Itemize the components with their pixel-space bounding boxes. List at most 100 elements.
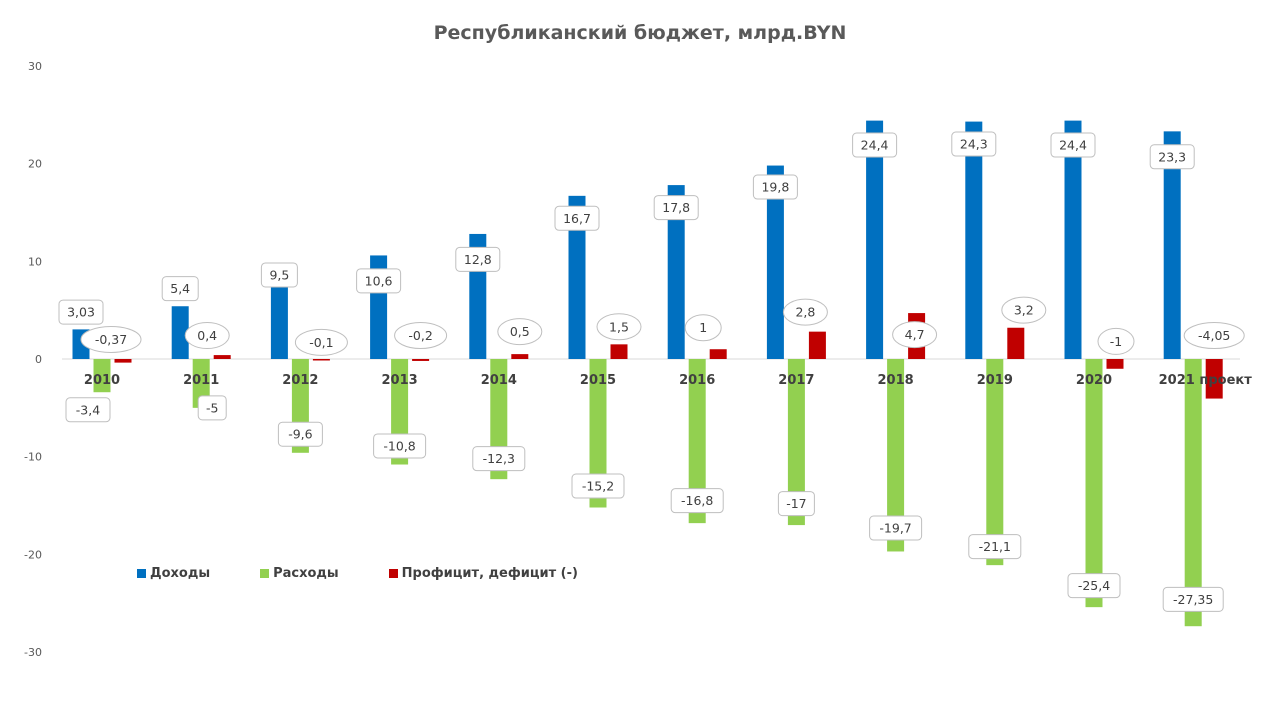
bar-balance <box>412 359 430 361</box>
data-label-expenses: -12,3 <box>483 451 515 466</box>
data-label-income-box <box>1050 132 1096 158</box>
bar-expenses <box>589 359 607 508</box>
data-label-balance: 0,5 <box>510 324 530 339</box>
data-label-expenses-box <box>472 446 526 472</box>
data-label-expenses: -10,8 <box>383 438 415 453</box>
bar-income <box>965 121 983 360</box>
data-label-income-box <box>852 132 898 158</box>
data-label-expenses: -16,8 <box>681 493 713 508</box>
y-tick-label: 20 <box>28 158 42 171</box>
category-label: 2020 <box>1076 373 1112 388</box>
data-label-balance-callout <box>596 313 642 341</box>
legend: Доходы Расходы Профицит, дефицит (-) <box>137 566 628 581</box>
category-label: 2019 <box>977 373 1013 388</box>
data-label-income-box <box>260 262 298 288</box>
data-label-expenses: -25,4 <box>1078 578 1110 593</box>
data-label-expenses: -15,2 <box>582 479 614 494</box>
data-label-balance-callout <box>80 325 142 353</box>
data-label-balance: 3,2 <box>1014 303 1034 318</box>
data-label-balance-callout <box>497 318 543 346</box>
data-label-income: 3,03 <box>67 305 95 320</box>
chart-title: Республиканский бюджет, млрд.BYN <box>433 22 847 44</box>
bar-income <box>171 306 189 359</box>
bar-income <box>568 195 586 359</box>
data-label-balance-callout <box>1001 296 1047 324</box>
data-label-income-box <box>161 276 199 302</box>
data-label-expenses: -27,35 <box>1173 592 1213 607</box>
bar-expenses <box>986 359 1004 566</box>
bar-expenses <box>688 359 706 524</box>
data-label-balance: 1 <box>699 320 707 335</box>
data-label-income: 24,3 <box>960 137 988 152</box>
bar-balance <box>213 355 231 359</box>
category-label: 2018 <box>878 373 914 388</box>
legend-swatch-balance <box>388 569 398 578</box>
data-label-balance-callout <box>294 328 348 356</box>
bar-expenses <box>1085 359 1103 608</box>
data-label-expenses-box <box>373 433 427 459</box>
data-label-income-box <box>752 174 798 200</box>
category-label: 2014 <box>481 373 517 388</box>
legend-swatch-income <box>137 569 146 578</box>
data-label-expenses: -19,7 <box>879 521 911 536</box>
data-label-income: 19,8 <box>761 180 789 195</box>
bar-income <box>766 165 784 359</box>
data-label-income: 10,6 <box>365 273 393 288</box>
category-label: 2012 <box>282 373 318 388</box>
y-axis: 30 20 10 0 -10 -20 -30 <box>24 60 42 659</box>
legend-item-balance: Профицит, дефицит (-) <box>388 566 578 581</box>
bar-expenses <box>1184 359 1202 627</box>
bar-balance <box>1106 359 1124 369</box>
y-tick-label: -20 <box>24 548 42 561</box>
y-tick-label: 0 <box>35 353 42 366</box>
legend-label-expenses: Расходы <box>273 566 339 581</box>
y-tick-label: 10 <box>28 255 42 268</box>
legend-item-income: Доходы <box>137 566 210 581</box>
y-tick-label: -30 <box>24 646 42 659</box>
bar-balance <box>114 359 132 363</box>
bar-income <box>866 120 884 359</box>
data-label-income: 5,4 <box>170 281 190 296</box>
legend-label-income: Доходы <box>150 566 211 581</box>
bar-expenses <box>787 359 805 526</box>
bar-income <box>1163 131 1181 359</box>
y-tick-label: 30 <box>28 60 42 73</box>
bar-balance <box>808 331 826 359</box>
data-label-expenses: -9,6 <box>288 427 312 442</box>
data-label-expenses: -3,4 <box>76 402 100 417</box>
data-label-expenses-box <box>1162 586 1224 612</box>
bar-balance <box>312 359 330 361</box>
data-label-balance: 2,8 <box>795 305 815 320</box>
data-label-income: 12,8 <box>464 252 492 267</box>
bar-income <box>667 185 685 359</box>
data-label-income-box <box>58 299 104 325</box>
bar-expenses <box>887 359 905 552</box>
data-label-balance: 0,4 <box>197 328 217 343</box>
data-label-expenses-box <box>65 397 111 423</box>
data-label-income: 9,5 <box>269 267 289 282</box>
data-labels: 3,035,49,5 10,612,816,717,819,824,4 24,3 24… <box>58 131 1245 612</box>
data-label-expenses-box <box>1067 573 1121 599</box>
bar-expenses <box>93 359 111 393</box>
data-label-income-box <box>554 205 600 231</box>
data-label-expenses-box <box>869 515 923 541</box>
data-label-income-box <box>951 131 997 157</box>
category-label: 2015 <box>580 373 616 388</box>
data-label-balance-callout <box>184 322 230 350</box>
legend-swatch-expenses <box>260 569 270 578</box>
category-label: 2010 <box>84 373 120 388</box>
data-label-expenses-box <box>197 395 227 421</box>
bar-balance <box>511 354 529 359</box>
data-label-income: 23,3 <box>1158 149 1186 164</box>
category-label: 2017 <box>778 373 814 388</box>
data-label-expenses-box <box>277 421 323 447</box>
category-label: 2013 <box>382 373 418 388</box>
data-label-income-box <box>653 195 699 221</box>
data-label-balance: -4,05 <box>1198 328 1230 343</box>
data-label-income: 17,8 <box>662 200 690 215</box>
legend-item-expenses: Расходы <box>260 566 339 581</box>
bars <box>72 120 1223 627</box>
bar-balance <box>1007 327 1025 359</box>
bar-balance <box>1205 359 1223 399</box>
